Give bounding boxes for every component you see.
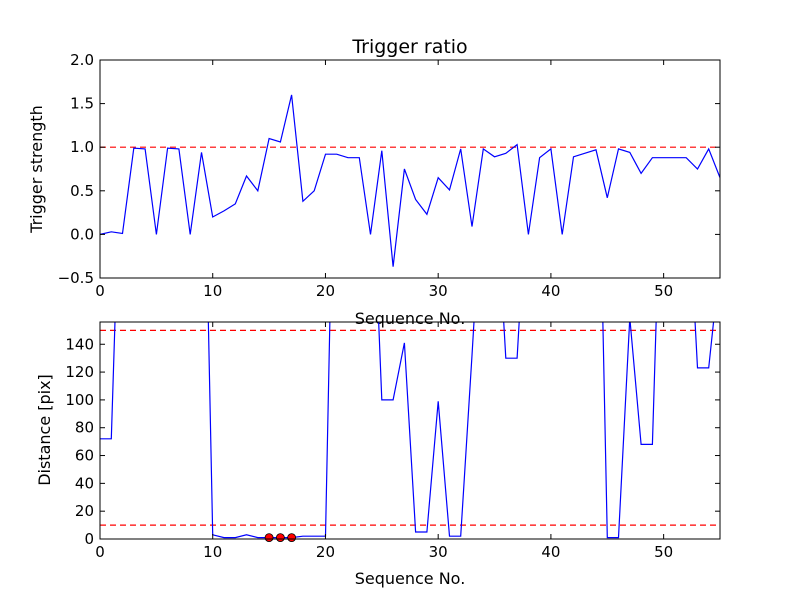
y-tick-label: 0.5 bbox=[70, 182, 94, 200]
marker-group bbox=[264, 533, 297, 543]
y-tick-label: 100 bbox=[65, 391, 94, 409]
data-point-marker bbox=[287, 533, 297, 543]
y-tick-label: 1.5 bbox=[70, 95, 94, 113]
x-tick-label: 50 bbox=[654, 282, 673, 300]
x-tick-label: 50 bbox=[654, 543, 673, 561]
x-tick-label: 20 bbox=[316, 543, 335, 561]
y-tick-label: 60 bbox=[75, 447, 94, 465]
y-tick-label: 40 bbox=[75, 474, 94, 492]
y-tick-label: 1.0 bbox=[70, 138, 94, 156]
y-tick-label: −0.5 bbox=[58, 269, 94, 287]
y-tick-label: 0 bbox=[84, 530, 94, 548]
series-line bbox=[100, 94, 720, 267]
x-tick-label: 40 bbox=[541, 543, 560, 561]
x-tick-label: 30 bbox=[429, 282, 448, 300]
x-ticks: 0 10 20 30 40 50 bbox=[95, 60, 673, 300]
x-tick-label: 30 bbox=[429, 543, 448, 561]
y-ticks: 0 20 40 60 80 100 120 140 bbox=[65, 335, 720, 548]
y-tick-label: 0.0 bbox=[70, 225, 94, 243]
series-group bbox=[100, 94, 720, 267]
y-tick-label: 80 bbox=[75, 419, 94, 437]
plot-frame bbox=[99, 321, 721, 540]
y-ticks: −0.5 0.0 0.5 1.0 1.5 2.0 bbox=[58, 51, 720, 287]
series-line bbox=[100, 322, 715, 539]
y-tick-label: 20 bbox=[75, 502, 94, 520]
reference-lines bbox=[100, 329, 720, 526]
y-axis-label: Trigger strength bbox=[27, 105, 46, 234]
x-tick-label: 10 bbox=[203, 282, 222, 300]
x-tick-label: 40 bbox=[541, 282, 560, 300]
series-group bbox=[100, 322, 715, 539]
distance-panel: 0 10 20 30 40 50 0 20 40 60 80 100 120 140 Sequence … bbox=[35, 321, 721, 588]
x-tick-label: 20 bbox=[316, 282, 335, 300]
x-ticks: 0 10 20 30 40 50 bbox=[95, 322, 673, 561]
plot-frame bbox=[99, 59, 721, 279]
y-tick-label: 140 bbox=[65, 335, 94, 353]
x-tick-label: 10 bbox=[203, 543, 222, 561]
x-tick-label: 0 bbox=[95, 543, 105, 561]
chart-title: Trigger ratio bbox=[351, 36, 467, 58]
x-axis-label: Sequence No. bbox=[355, 309, 466, 328]
x-axis-label: Sequence No. bbox=[355, 569, 466, 588]
trigger-ratio-panel: Trigger ratio 0 10 20 30 40 50 −0.5 0.0 0.5 1.0 1… bbox=[27, 36, 721, 328]
x-tick-label: 0 bbox=[95, 282, 105, 300]
y-tick-label: 120 bbox=[65, 363, 94, 381]
y-tick-label: 2.0 bbox=[70, 51, 94, 69]
data-point-marker bbox=[264, 533, 274, 543]
y-axis-label: Distance [pix] bbox=[35, 374, 54, 486]
data-point-marker bbox=[275, 533, 285, 543]
